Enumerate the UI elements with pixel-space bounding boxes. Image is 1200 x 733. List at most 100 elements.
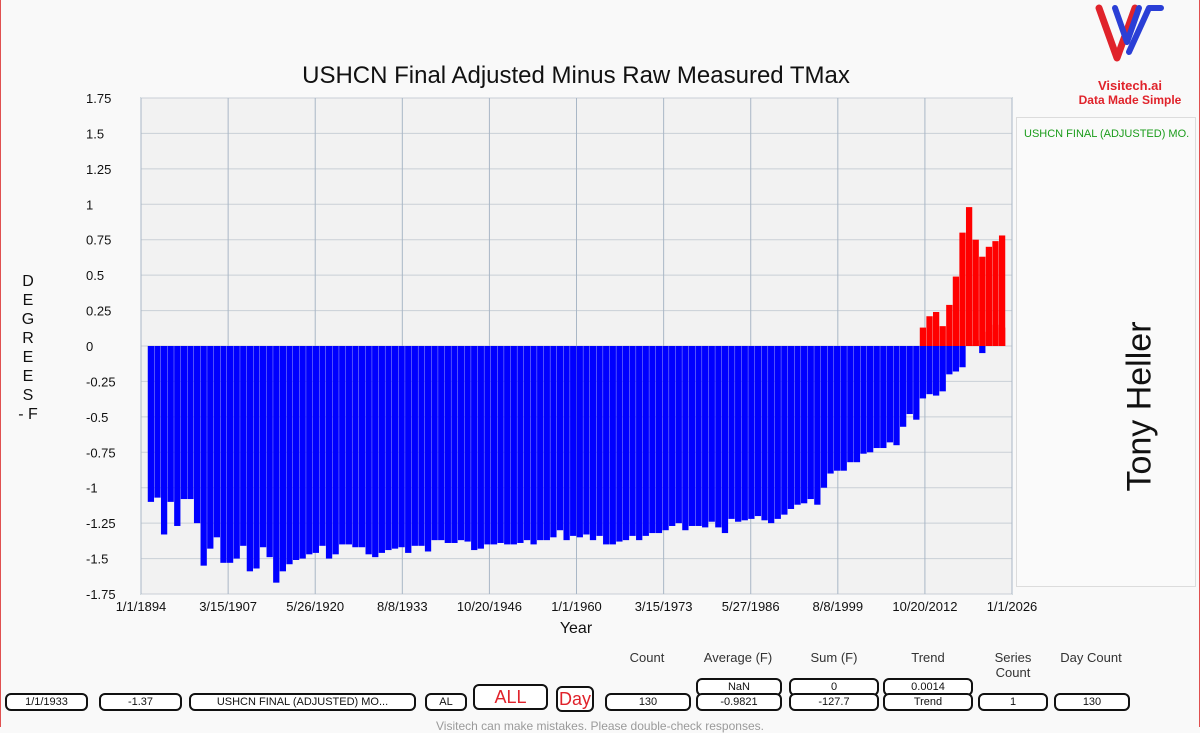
bar xyxy=(781,346,788,515)
bar xyxy=(636,346,643,541)
bar xyxy=(193,346,201,524)
y-tick-label: -1.5 xyxy=(86,552,108,567)
bar xyxy=(174,346,181,526)
bar xyxy=(675,346,682,524)
bar xyxy=(866,346,874,453)
bar xyxy=(629,346,636,536)
bar xyxy=(715,346,722,528)
bar xyxy=(339,346,346,545)
bar xyxy=(273,346,280,583)
bar xyxy=(761,346,768,521)
bar xyxy=(332,346,339,555)
bar xyxy=(702,346,709,528)
bar xyxy=(292,346,300,560)
bar xyxy=(787,346,795,509)
bar xyxy=(926,346,933,395)
bar xyxy=(649,346,656,534)
bar xyxy=(794,346,801,505)
bar xyxy=(576,346,583,538)
bar xyxy=(992,241,999,346)
y-tick-label: 0.5 xyxy=(86,268,104,283)
bar xyxy=(880,346,887,449)
bar xyxy=(365,346,372,555)
bar xyxy=(556,346,564,531)
bar xyxy=(741,346,748,521)
bar xyxy=(946,304,953,346)
bar xyxy=(325,346,333,559)
bar xyxy=(464,346,471,542)
x-tick-label: 10/20/1946 xyxy=(457,599,522,614)
y-tick-label: -1.25 xyxy=(86,516,116,531)
bar xyxy=(959,346,966,368)
y-tick-label: 1.75 xyxy=(86,91,111,106)
bar xyxy=(484,346,491,545)
y-axis-label: DEGREES - F xyxy=(18,273,38,423)
y-tick-label: -1.75 xyxy=(86,587,116,602)
date-field[interactable]: 1/1/1933 xyxy=(5,693,88,711)
bar xyxy=(411,346,418,546)
chart-title: USHCN Final Adjusted Minus Raw Measured … xyxy=(302,62,850,89)
author-label: Tony Heller xyxy=(1120,321,1159,492)
bar xyxy=(906,346,913,415)
bar xyxy=(319,346,326,546)
state-select[interactable]: AL xyxy=(425,693,467,711)
series-count-value: 1 xyxy=(978,693,1048,711)
bar xyxy=(801,346,808,504)
series-select[interactable]: USHCN FINAL (ADJUSTED) MO... xyxy=(189,693,416,711)
bar xyxy=(431,346,438,541)
all-button[interactable]: ALL xyxy=(473,684,548,710)
bar xyxy=(946,346,953,375)
bar xyxy=(398,346,405,548)
y-tick-label: -1 xyxy=(86,481,98,496)
bar xyxy=(873,346,880,449)
bar xyxy=(899,346,907,427)
bar xyxy=(207,346,214,549)
bar xyxy=(959,232,966,346)
day-count-header: Day Count xyxy=(1060,650,1122,665)
bar xyxy=(471,346,478,551)
bar xyxy=(286,346,293,565)
bar xyxy=(279,346,287,572)
bar xyxy=(827,346,834,474)
x-tick-label: 10/20/2012 xyxy=(892,599,957,614)
bar xyxy=(543,346,550,541)
bar xyxy=(728,346,735,519)
bar xyxy=(985,246,993,346)
value-field[interactable]: -1.37 xyxy=(99,693,182,711)
bar xyxy=(154,346,161,498)
bar xyxy=(306,346,313,555)
x-axis-label: Year xyxy=(559,620,593,637)
y-tick-label: 0 xyxy=(86,339,93,354)
bar xyxy=(972,239,979,346)
bar xyxy=(246,346,254,572)
bar xyxy=(622,346,630,541)
bar xyxy=(642,346,649,536)
y-tick-label: 1.25 xyxy=(86,162,111,177)
bar xyxy=(682,346,689,531)
bar xyxy=(840,346,847,471)
legend-entry[interactable]: USHCN FINAL (ADJUSTED) MO. xyxy=(1024,128,1190,140)
bar xyxy=(853,346,861,463)
bar xyxy=(504,346,511,545)
bar xyxy=(583,346,590,535)
bar xyxy=(424,346,432,552)
bar xyxy=(609,346,616,545)
day-button[interactable]: Day xyxy=(556,686,594,712)
y-tick-label: 1 xyxy=(86,197,93,212)
bar xyxy=(662,346,669,531)
y-tick-label: 1.5 xyxy=(86,126,104,141)
bar xyxy=(266,346,273,558)
bar xyxy=(860,346,867,454)
bar xyxy=(510,346,517,545)
bar xyxy=(932,311,940,346)
bar xyxy=(919,327,927,346)
bar xyxy=(913,346,920,420)
x-tick-label: 1/1/2026 xyxy=(987,599,1038,614)
visitech-v-icon xyxy=(1095,4,1164,62)
sum-header: Sum (F) xyxy=(810,650,858,665)
x-tick-label: 1/1/1960 xyxy=(551,599,602,614)
bar xyxy=(517,346,524,543)
x-tick-label: 3/15/1907 xyxy=(199,599,257,614)
bar xyxy=(952,346,960,372)
